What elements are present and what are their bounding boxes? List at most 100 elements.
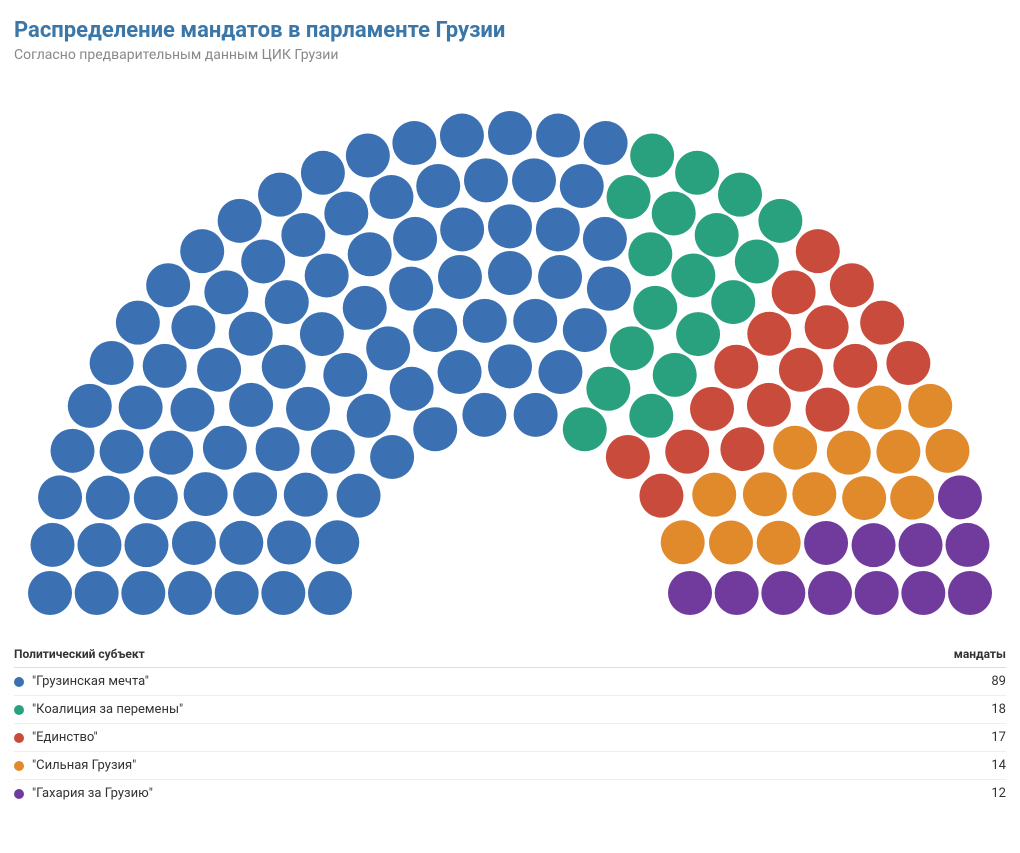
seat-dot: [886, 341, 930, 385]
legend-party-name: "Единство": [32, 730, 98, 745]
seat-dot: [833, 344, 877, 388]
seat-dot: [587, 267, 631, 311]
seat-dot: [440, 114, 484, 158]
seat-dot: [606, 435, 650, 479]
seat-dot: [692, 473, 736, 517]
seat-dot: [779, 348, 823, 392]
seat-dot: [267, 521, 311, 565]
seat-dot: [370, 435, 414, 479]
seat-dot: [586, 367, 630, 411]
legend-party-count: 12: [991, 786, 1006, 801]
seat-dot: [38, 475, 82, 519]
seat-dot: [203, 426, 247, 470]
seat-dot: [347, 394, 391, 438]
seat-dot: [805, 305, 849, 349]
seat-dot: [168, 571, 212, 615]
seat-dot: [389, 267, 433, 311]
seat-dot: [714, 345, 758, 389]
seat-dot: [665, 430, 709, 474]
seat-dot: [938, 475, 982, 519]
seat-dot: [830, 263, 874, 307]
seat-dot: [860, 301, 904, 345]
seat-dot: [438, 255, 482, 299]
seat-dot: [124, 523, 168, 567]
seat-dot: [772, 270, 816, 314]
seat-dot: [218, 199, 262, 243]
seat-dot: [583, 217, 627, 261]
legend-row: "Сильная Грузия"14: [14, 752, 1006, 780]
seat-dot: [75, 571, 119, 615]
seat-dot: [308, 571, 352, 615]
seat-dot: [172, 521, 216, 565]
legend-row: "Единство"17: [14, 724, 1006, 752]
seat-dot: [51, 429, 95, 473]
seat-dot: [653, 353, 697, 397]
seat-dot: [758, 199, 802, 243]
seat-dot: [876, 430, 920, 474]
seat-dot: [827, 431, 871, 475]
legend-header: Политический субъект мандаты: [14, 641, 1006, 668]
seat-dot: [538, 350, 582, 394]
seat-dot: [512, 158, 556, 202]
legend-dot-icon: [14, 705, 24, 715]
legend-left: "Грузинская мечта": [14, 674, 149, 689]
seat-dot: [311, 430, 355, 474]
seat-dot: [536, 207, 580, 251]
seat-dot: [796, 229, 840, 273]
seat-dot: [735, 239, 779, 283]
hemicycle-chart: [15, 83, 1005, 623]
seat-dot: [629, 394, 673, 438]
seat-dot: [281, 213, 325, 257]
seat-dot: [563, 407, 607, 451]
chart-subtitle: Согласно предварительным данным ЦИК Груз…: [14, 47, 1006, 63]
legend-left: "Гахария за Грузию": [14, 786, 153, 801]
seat-dot: [90, 341, 134, 385]
seat-dot: [300, 312, 344, 356]
seat-dot: [258, 173, 302, 217]
seat-dot: [607, 175, 651, 219]
seat-dot: [256, 427, 300, 471]
chart-title: Распределение мандатов в парламенте Груз…: [14, 18, 1006, 43]
seat-dot: [233, 472, 277, 516]
seat-dot: [31, 523, 75, 567]
seat-dot: [369, 175, 413, 219]
seat-dot: [761, 571, 805, 615]
seat-dot: [463, 299, 507, 343]
seat-dot: [633, 286, 677, 330]
seat-dot: [668, 571, 712, 615]
seat-dot: [890, 476, 934, 520]
seat-dot: [116, 301, 160, 345]
seat-dot: [393, 217, 437, 261]
seat-dot: [265, 280, 309, 324]
seat-dot: [262, 345, 306, 389]
legend-party-name: "Сильная Грузия": [32, 758, 136, 773]
legend-left: "Единство": [14, 730, 98, 745]
seat-dot: [149, 431, 193, 475]
seat-dot: [610, 326, 654, 370]
seat-dot: [690, 387, 734, 431]
seat-dot: [715, 571, 759, 615]
seat-dot: [948, 571, 992, 615]
seat-dot: [390, 367, 434, 411]
seat-dot: [77, 523, 121, 567]
seat-dot: [671, 253, 715, 297]
seat-dot: [392, 121, 436, 165]
seat-dot: [348, 232, 392, 276]
seat-dot: [747, 312, 791, 356]
seat-dot: [488, 111, 532, 155]
seat-dot: [324, 191, 368, 235]
seat-dot: [413, 308, 457, 352]
seat-dot: [513, 299, 557, 343]
seat-dot: [337, 474, 381, 518]
seat-dot: [229, 312, 273, 356]
legend-dot-icon: [14, 677, 24, 687]
legend-left: "Коалиция за перемены": [14, 702, 183, 717]
seat-dot: [305, 253, 349, 297]
legend-party-count: 89: [991, 674, 1006, 689]
seat-dot: [899, 523, 943, 567]
seat-dot: [346, 134, 390, 178]
seat-dot: [366, 326, 410, 370]
seat-dot: [119, 386, 163, 430]
legend-dot-icon: [14, 733, 24, 743]
seat-dot: [901, 571, 945, 615]
